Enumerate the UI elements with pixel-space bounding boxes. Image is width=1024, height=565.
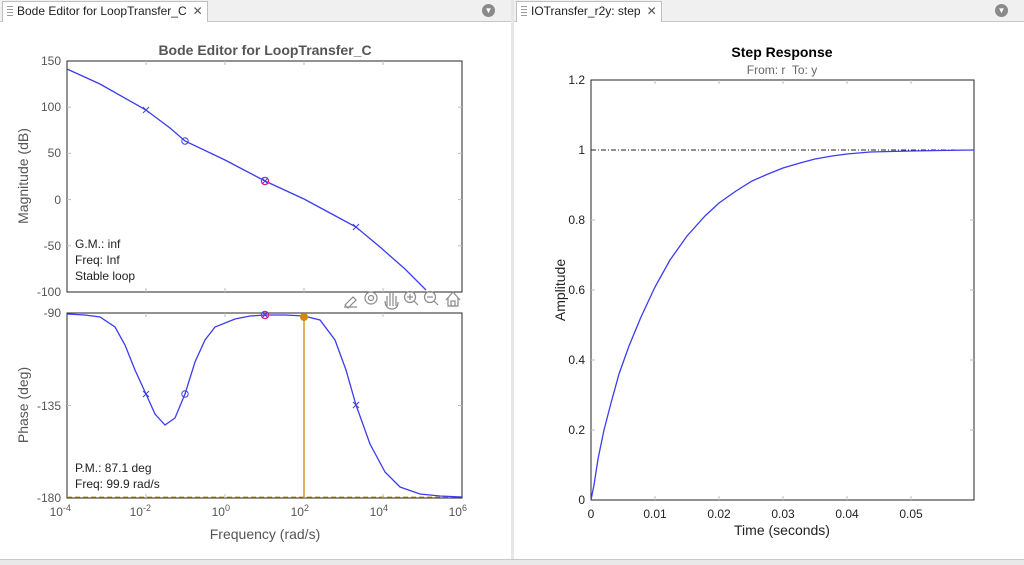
close-icon[interactable]: ✕: [192, 4, 203, 18]
xtick: 104: [370, 503, 388, 519]
phase-axes[interactable]: -90 -135 -180 Phase (deg) P.M.: 87.1 deg…: [15, 306, 467, 542]
xtick: 0: [588, 507, 595, 521]
amplitude-ylabel: Amplitude: [552, 259, 568, 321]
brush-icon[interactable]: [344, 296, 357, 309]
phase-ytick: -180: [37, 491, 61, 505]
tab-bar: Bode Editor for LoopTransfer_C ✕ ▼: [0, 0, 511, 22]
pm-frequency-text: Freq: 99.9 rad/s: [75, 477, 160, 491]
bode-figure: Bode Editor for LoopTransfer_C 150 100 5…: [15, 42, 467, 542]
ytick: 0: [578, 493, 585, 507]
home-icon[interactable]: [445, 291, 461, 307]
xtick: 10-2: [130, 503, 151, 519]
mag-ytick: 0: [54, 193, 61, 207]
gain-margin-text: G.M.: inf: [75, 237, 121, 251]
zoom-in-icon[interactable]: [403, 290, 419, 306]
zoom-out-icon[interactable]: [423, 290, 439, 306]
drag-grip-icon[interactable]: [7, 6, 13, 18]
pole-marker[interactable]: [142, 106, 150, 114]
tab-bar: IOTransfer_r2y: step ✕ ▼: [514, 0, 1024, 22]
drag-grip-icon[interactable]: [521, 6, 527, 18]
gain-marker[interactable]: [260, 176, 270, 186]
ytick: 0.4: [568, 353, 585, 367]
mag-ytick: -50: [44, 239, 62, 253]
frequency-xlabel: Frequency (rad/s): [210, 526, 320, 542]
xtick: 0.01: [643, 507, 667, 521]
mag-ytick: 50: [48, 146, 62, 160]
bode-editor-panel: Bode Editor for LoopTransfer_C ✕ ▼ Bode E…: [0, 0, 511, 559]
tab-step-response[interactable]: IOTransfer_r2y: step ✕: [516, 1, 662, 22]
magnitude-axes[interactable]: 150 100 50 0 -50 -100 Magnitude (dB) G.M…: [15, 54, 463, 299]
xtick: 10-4: [50, 503, 71, 519]
axes-toolbar: [344, 290, 461, 310]
plot-title: Step Response: [731, 44, 832, 60]
phase-margin-marker[interactable]: [300, 313, 308, 321]
xtick: 100: [212, 503, 230, 519]
ytick: 0.6: [568, 283, 585, 297]
gm-frequency-text: Freq: Inf: [75, 253, 120, 267]
phase-ytick: -90: [44, 306, 62, 320]
step-response-panel: IOTransfer_r2y: step ✕ ▼ Step Response Fr…: [514, 0, 1024, 559]
time-xlabel: Time (seconds): [734, 522, 830, 538]
pole-marker[interactable]: [352, 223, 360, 231]
datatips-icon[interactable]: [364, 291, 378, 305]
ytick: 1: [578, 143, 585, 157]
mag-ytick: -100: [37, 285, 61, 299]
pole-marker[interactable]: [352, 401, 360, 409]
gain-marker[interactable]: [260, 310, 270, 320]
xtick: 106: [449, 503, 467, 519]
pan-hand-icon[interactable]: [384, 292, 399, 310]
step-response-curve[interactable]: [590, 149, 975, 501]
tab-label: Bode Editor for LoopTransfer_C: [17, 4, 187, 18]
phase-curve[interactable]: [66, 313, 463, 498]
mag-ytick: 150: [41, 54, 61, 68]
xtick: 0.03: [771, 507, 795, 521]
zero-marker[interactable]: [181, 390, 189, 398]
plot-title: Bode Editor for LoopTransfer_C: [158, 42, 371, 58]
phase-ylabel: Phase (deg): [15, 367, 31, 443]
panel-menu-icon[interactable]: ▼: [995, 4, 1008, 17]
step-figure: Step Response From: r To: y 1.2 1 0.8: [552, 44, 975, 538]
phase-ytick: -135: [37, 399, 61, 413]
tab-bode-editor[interactable]: Bode Editor for LoopTransfer_C ✕: [2, 1, 208, 22]
pole-marker[interactable]: [142, 390, 150, 398]
step-axes[interactable]: 1.2 1 0.8 0.6 0.4 0.2 0 0 0.01 0.02 0.03…: [552, 73, 975, 538]
ytick: 0.8: [568, 213, 585, 227]
zero-marker[interactable]: [181, 137, 189, 145]
magnitude-ylabel: Magnitude (dB): [15, 128, 31, 224]
panel-menu-icon[interactable]: ▼: [482, 4, 495, 17]
plot-subtitle: From: r To: y: [747, 63, 817, 77]
xtick: 0.05: [899, 507, 923, 521]
ytick: 0.2: [568, 423, 585, 437]
status-strip: [0, 559, 1024, 565]
ytick: 1.2: [568, 73, 585, 87]
mag-ytick: 100: [41, 100, 61, 114]
tab-label: IOTransfer_r2y: step: [531, 4, 641, 18]
close-icon[interactable]: ✕: [646, 4, 657, 18]
xtick: 0.02: [707, 507, 731, 521]
panel-splitter[interactable]: [511, 0, 514, 559]
xtick: 0.04: [835, 507, 859, 521]
xtick: 102: [291, 503, 309, 519]
phase-margin-text: P.M.: 87.1 deg: [75, 461, 152, 475]
loop-stability-text: Stable loop: [75, 269, 135, 283]
